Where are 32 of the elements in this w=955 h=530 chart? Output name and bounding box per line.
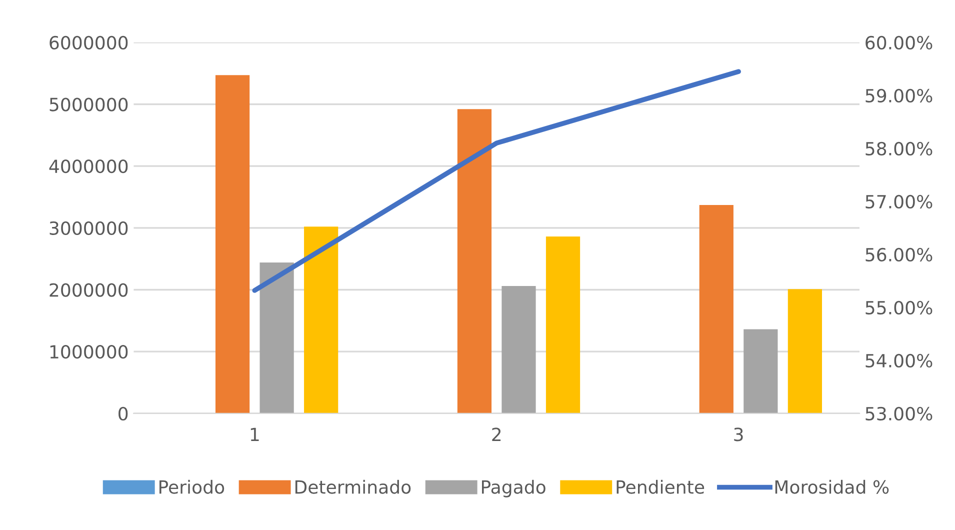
y2-tick-label: 53.00% [866,406,932,421]
y2-tick-label: 54.00% [866,354,932,368]
bar [788,289,822,414]
y-tick-label: 4000000 [49,160,128,174]
y2-tick-label: 57.00% [866,194,932,209]
bar [546,236,580,414]
y-tick-label: 6000000 [50,36,128,50]
legend-label: Pendiente [616,480,704,494]
y2-tick-label: 59.00% [866,88,932,103]
legend-label: Morosidad % [775,480,889,494]
y-tick-label: 1000000 [50,345,128,359]
y-tick-label: 3000000 [50,221,128,236]
bar [304,226,338,414]
bar [502,286,536,414]
bar [457,109,492,414]
bar [260,262,294,414]
x-tick-label: 2 [492,428,501,442]
y2-tick-label: 58.00% [866,142,932,156]
bar [699,205,734,414]
bar [215,75,250,414]
y2-tick-label: 60.00% [866,36,932,50]
x-tick-label: 3 [734,428,743,442]
legend-label: Pagado [482,480,546,498]
y-tick-label: 0 [118,406,128,421]
bar [744,329,778,414]
legend-label: Determinado [295,480,411,494]
y2-tick-label: 55.00% [866,300,932,315]
y-tick-label: 2000000 [50,283,128,297]
y2-tick-label: 56.00% [866,248,932,262]
y-tick-label: 5000000 [50,98,128,112]
legend-label: Periodo [160,480,224,494]
x-tick-label: 1 [250,428,259,442]
